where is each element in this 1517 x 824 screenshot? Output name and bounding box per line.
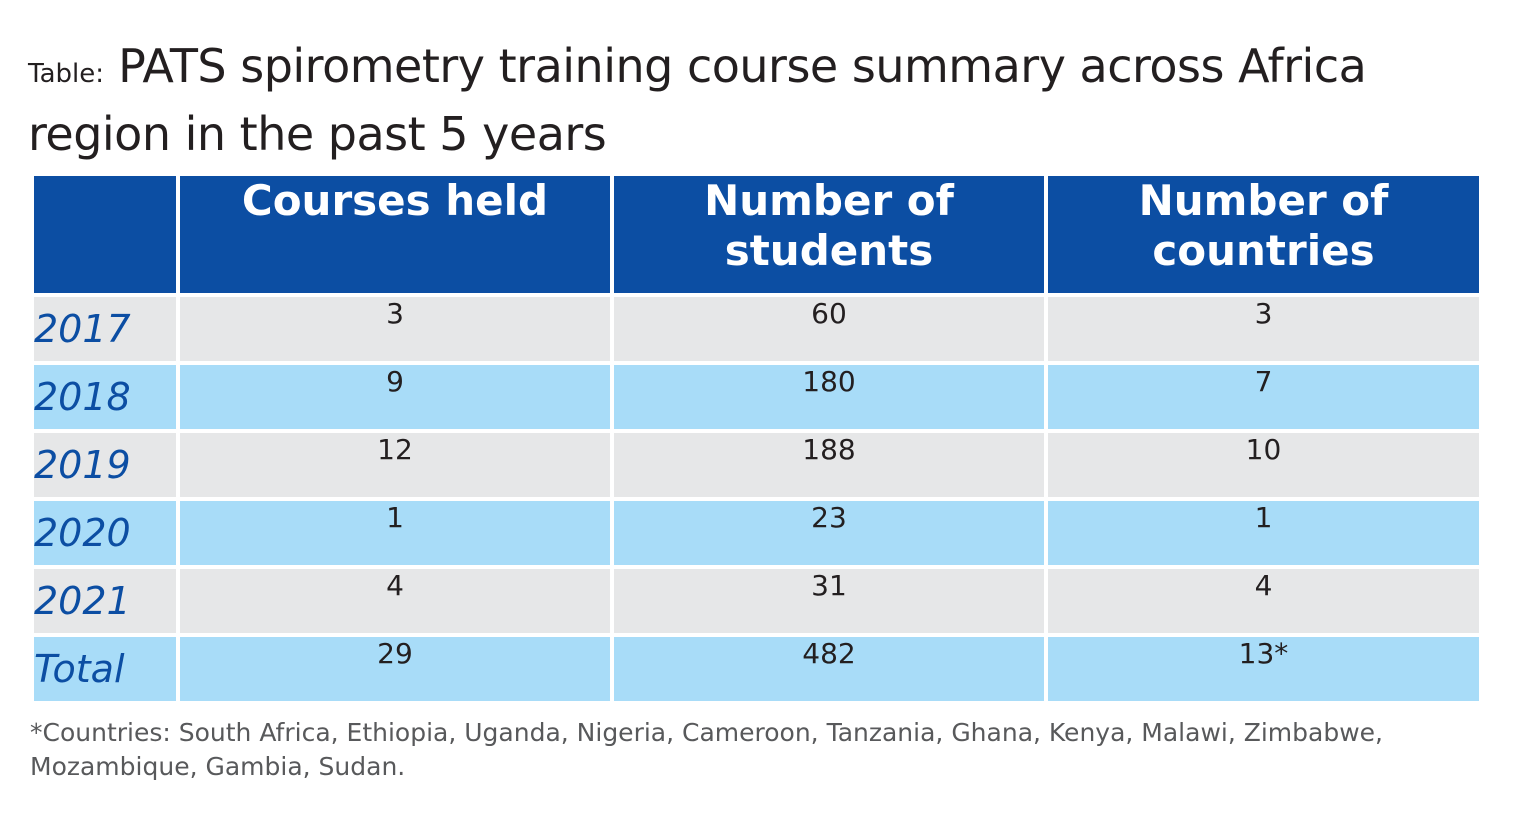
countries-cell: 7 <box>1044 361 1483 433</box>
students-cell: 23 <box>610 497 1048 569</box>
table-row: 2017 3 60 3 <box>30 293 1483 365</box>
table-title-prefix: Table: <box>28 59 104 89</box>
courses-cell: 9 <box>176 361 614 433</box>
courses-cell: 4 <box>176 565 614 637</box>
countries-cell: 10 <box>1044 429 1483 501</box>
table-row: 2019 12 188 10 <box>30 429 1483 501</box>
table-title: Table: PATS spirometry training course s… <box>28 36 1498 164</box>
header-row: Courses held Number of students Number o… <box>30 172 1483 297</box>
courses-cell: 3 <box>176 293 614 365</box>
total-row: Total 29 482 13* <box>30 633 1483 705</box>
header-courses-held: Courses held <box>176 172 614 297</box>
countries-cell: 1 <box>1044 497 1483 569</box>
year-cell: 2020 <box>30 497 180 569</box>
students-cell: 188 <box>610 429 1048 501</box>
year-cell: 2017 <box>30 293 180 365</box>
students-cell: 180 <box>610 361 1048 433</box>
students-cell: 31 <box>610 565 1048 637</box>
countries-cell: 13* <box>1044 633 1483 705</box>
year-cell: 2019 <box>30 429 180 501</box>
table-row: 2018 9 180 7 <box>30 361 1483 433</box>
header-number-of-students: Number of students <box>610 172 1048 297</box>
total-label-cell: Total <box>30 633 180 705</box>
footnote: *Countries: South Africa, Ethiopia, Ugan… <box>30 718 1383 781</box>
table-row: 2021 4 31 4 <box>30 565 1483 637</box>
students-cell: 60 <box>610 293 1048 365</box>
countries-cell: 4 <box>1044 565 1483 637</box>
year-cell: 2018 <box>30 361 180 433</box>
year-cell: 2021 <box>30 565 180 637</box>
table-title-text: PATS spirometry training course summary … <box>28 39 1367 161</box>
students-cell: 482 <box>610 633 1048 705</box>
courses-cell: 12 <box>176 429 614 501</box>
courses-cell: 29 <box>176 633 614 705</box>
header-cell-blank <box>30 172 180 297</box>
table-row: 2020 1 23 1 <box>30 497 1483 569</box>
header-number-of-countries: Number of countries <box>1044 172 1483 297</box>
countries-cell: 3 <box>1044 293 1483 365</box>
courses-cell: 1 <box>176 497 614 569</box>
summary-table: Courses held Number of students Number o… <box>30 172 1483 705</box>
